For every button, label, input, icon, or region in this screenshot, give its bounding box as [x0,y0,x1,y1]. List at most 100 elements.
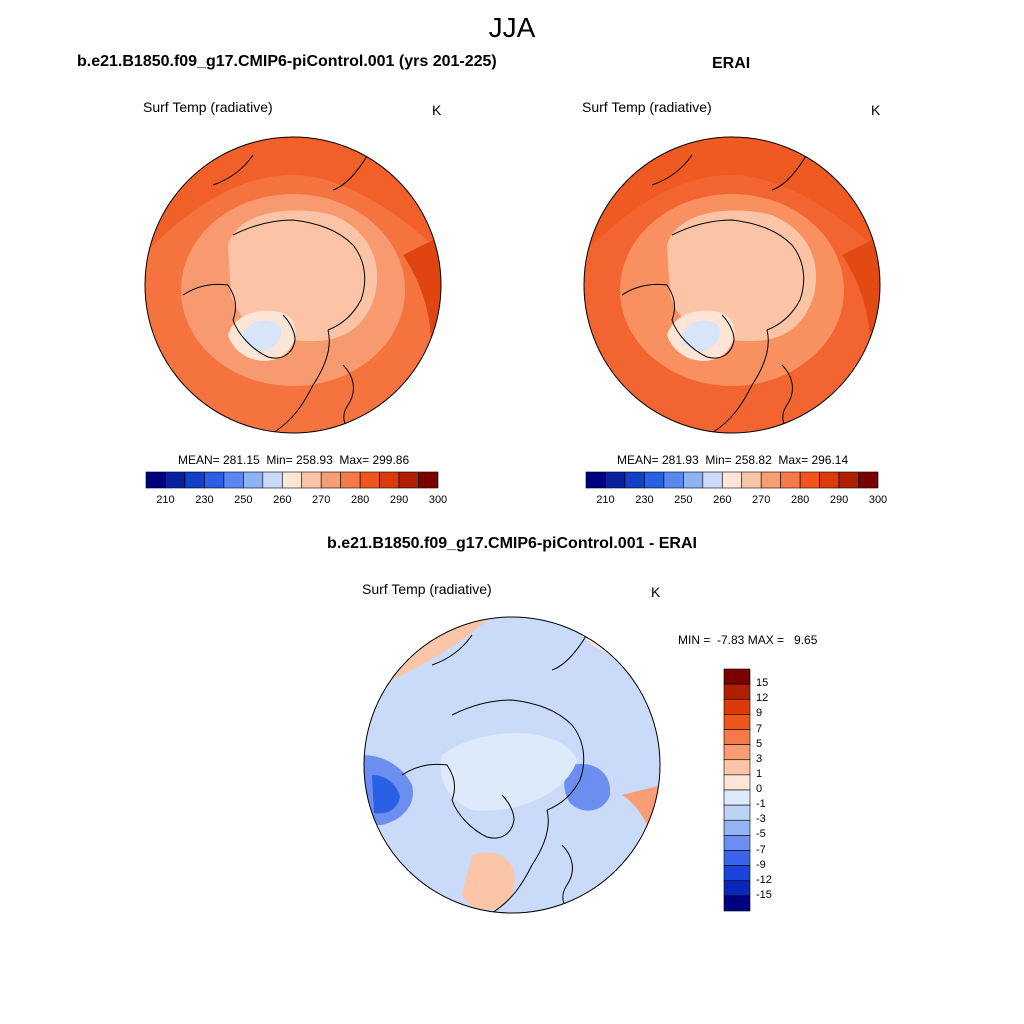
panel-1-colorbar-box [184,471,205,489]
panel-2-colorbar-box [741,471,762,489]
panel-1-units-label: K [432,102,442,118]
panel-2-colorbar-box [683,471,704,489]
panel-1-coastlines [182,144,374,433]
panel-3-colorbar-box [723,668,751,685]
panel-3-colorbar-tick-label: -9 [756,858,766,871]
panel-2-colorbar-tick-label: 280 [790,494,810,506]
panel-3-colorbar-tick-label: 0 [756,783,763,795]
panel-3-title: b.e21.B1850.f09_g17.CMIP6-piControl.001 … [327,535,697,552]
panel-2-colorbar-box [760,471,781,489]
panel-3-coastlines [401,624,593,913]
panel-2-colorbar-box [780,471,801,489]
panel-3-warm-anomaly-south [462,852,515,910]
panel-3-colorbar-box [723,865,751,882]
panel-2-colorbar-tick-label: 250 [674,494,693,506]
panel-3-colorbar-box [723,895,751,912]
panel-3-colorbar-box [723,698,751,715]
panel-3-colorbar-box [723,850,751,866]
panel-1-colorbar-box [243,471,264,489]
panel-3-colorbar-tick-label: -3 [756,813,766,826]
panel-2-colorbar-box [858,471,879,489]
panel-2-colorbar-tick-label: 270 [752,494,771,506]
panel-2-colorbar-ticks: 210 230 250 260 270 280 290 300 [586,494,887,508]
panel-1-colorbar-box [379,471,400,489]
panel-3-colorbar-tick-label: 12 [756,692,769,705]
panel-1-colorbar-box [204,471,225,489]
panel-1-colorbar-tick-label: 280 [350,494,370,506]
panel-3-arctic-ocean-anomaly [440,733,577,811]
panel-3-colorbar-box [723,880,751,897]
panel-3-colorbar-box [723,835,751,851]
panel-3-colorbar-tick-label: -15 [756,888,772,901]
panel-3-colorbar-ticks: 15 12 9 7 5 3 1 0 -1 -3 -5 -7 -9 -12 -15 [756,669,796,911]
panel-2-stats: MEAN= 281.93 Min= 258.82 Max= 296.14 [617,453,849,467]
panel-3-colorbar-tick-label: 3 [756,752,763,765]
panel-1-colorbar-tick-label: 230 [195,494,214,506]
panel-2-colorbar-box [819,471,840,489]
panel-2-colorbar-box [702,471,723,489]
panel-2-colorbar-box [799,471,820,489]
figure-title: JJA [488,12,536,43]
panel-2-colorbar-box [644,471,665,489]
panel-2-colorbar-tick-label: 230 [635,494,654,506]
panel-3-colorbar-box [723,683,751,700]
panel-3-polar-map [363,616,661,914]
panel-2-polar-map [583,136,881,434]
panel-1-stats: MEAN= 281.15 Min= 258.93 Max= 299.86 [178,453,410,467]
panel-1-colorbar-box [340,471,361,489]
panel-3-colorbar-tick-label: -7 [756,843,766,856]
panel-3-colorbar-tick-label: 15 [756,677,769,690]
panel-3-colorbar-box [723,729,751,745]
panel-3-colorbar-box [723,714,751,730]
panel-1-colorbar-box [359,471,380,489]
panel-1-map-border [144,136,442,434]
panel-2-colorbar-tick-label: 300 [868,494,888,506]
panel-3-colorbar-tick-label: -12 [756,873,772,886]
panel-2-colorbar-box [838,471,859,489]
panel-3-map-border [363,616,661,914]
panel-2-colorbar [585,471,879,489]
panel-2-arctic-ocean-region [667,210,817,342]
panel-1-colorbar-box [418,471,439,489]
panel-2-title: ERAI [712,55,751,72]
panel-2-variable-label: Surf Temp (radiative) [582,99,712,115]
panel-2-greenland-icecap [681,320,721,351]
panel-1-colorbar-tick-label: 260 [273,494,292,506]
panel-2-map-border [583,136,881,434]
panel-1-colorbar-box [262,471,283,489]
panel-3-cold-anomaly-east [564,764,611,811]
panel-1-arctic-ocean-region [228,210,378,342]
panel-1-colorbar-box [398,471,419,489]
panel-1-colorbar-tick-label: 270 [312,494,331,506]
panel-1-greenland-icecap [242,320,282,351]
panel-2-colorbar-tick-label: 210 [596,494,615,506]
panel-2-colorbar-tick-label: 290 [829,494,849,506]
panel-2-colorbar-box [585,471,606,489]
panel-2-colorbar-box [624,471,645,489]
panel-3-colorbar-tick-label: -5 [756,828,766,841]
panel-1-colorbar-box [320,471,341,489]
panel-3-stats: MIN = -7.83 MAX = 9.65 [678,633,818,647]
panel-1-colorbar-tick-label: 290 [389,494,409,506]
panel-3-variable-label: Surf Temp (radiative) [362,581,492,597]
panel-1-colorbar-box [281,471,303,489]
panel-1-variable-label: Surf Temp (radiative) [143,99,273,115]
panel-2-warm-land-band [584,137,880,255]
panel-3-colorbar-box [723,744,751,761]
panel-3-colorbar-tick-label: 9 [756,707,763,720]
panel-1-colorbar-tick-label: 300 [428,494,448,506]
panel-1-colorbar-box [145,471,166,489]
panel-2-colorbar-box [721,471,743,489]
panel-1-colorbar-box [301,471,322,489]
panel-2-colorbar-box [605,471,626,489]
panel-1-colorbar-tick-label: 250 [234,494,253,506]
panel-3-colorbar-tick-label: 1 [756,767,763,780]
panel-2-units-label: K [871,102,881,118]
panel-3-colorbar-box [723,804,751,821]
panel-3-units-label: K [651,584,661,600]
panel-3-strong-cold-anomaly-west [372,775,400,814]
panel-3-colorbar-box [723,774,751,791]
panel-2-colorbar-tick-label: 260 [713,494,732,506]
panel-3-colorbar-box [723,819,751,836]
panel-3-colorbar [723,668,751,912]
